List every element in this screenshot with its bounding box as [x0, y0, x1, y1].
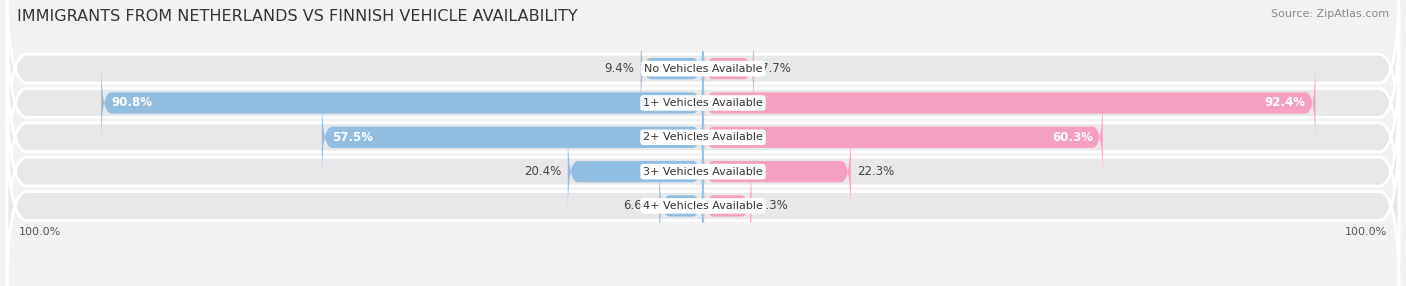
FancyBboxPatch shape	[7, 0, 1399, 157]
Text: 3+ Vehicles Available: 3+ Vehicles Available	[643, 167, 763, 176]
FancyBboxPatch shape	[7, 14, 1399, 192]
FancyBboxPatch shape	[641, 28, 703, 110]
Text: 7.3%: 7.3%	[758, 199, 787, 212]
FancyBboxPatch shape	[568, 131, 703, 212]
Text: Source: ZipAtlas.com: Source: ZipAtlas.com	[1271, 9, 1389, 19]
Text: 1+ Vehicles Available: 1+ Vehicles Available	[643, 98, 763, 108]
FancyBboxPatch shape	[659, 165, 703, 247]
FancyBboxPatch shape	[7, 49, 1399, 226]
Text: 92.4%: 92.4%	[1264, 96, 1306, 110]
Text: 90.8%: 90.8%	[111, 96, 152, 110]
Text: 20.4%: 20.4%	[524, 165, 561, 178]
Legend: Immigrants from Netherlands, Finnish: Immigrants from Netherlands, Finnish	[568, 284, 838, 286]
Text: IMMIGRANTS FROM NETHERLANDS VS FINNISH VEHICLE AVAILABILITY: IMMIGRANTS FROM NETHERLANDS VS FINNISH V…	[17, 9, 578, 23]
FancyBboxPatch shape	[703, 165, 751, 247]
Text: 2+ Vehicles Available: 2+ Vehicles Available	[643, 132, 763, 142]
Text: 22.3%: 22.3%	[858, 165, 894, 178]
FancyBboxPatch shape	[7, 117, 1399, 286]
FancyBboxPatch shape	[703, 96, 1102, 178]
Text: 4+ Vehicles Available: 4+ Vehicles Available	[643, 201, 763, 211]
Text: 60.3%: 60.3%	[1052, 131, 1092, 144]
Text: 9.4%: 9.4%	[605, 62, 634, 75]
Text: 57.5%: 57.5%	[332, 131, 373, 144]
FancyBboxPatch shape	[7, 83, 1399, 260]
FancyBboxPatch shape	[322, 96, 703, 178]
FancyBboxPatch shape	[703, 131, 851, 212]
Text: 6.6%: 6.6%	[623, 199, 652, 212]
FancyBboxPatch shape	[703, 28, 754, 110]
FancyBboxPatch shape	[101, 62, 703, 144]
FancyBboxPatch shape	[703, 62, 1316, 144]
Text: 7.7%: 7.7%	[761, 62, 790, 75]
Text: No Vehicles Available: No Vehicles Available	[644, 64, 762, 74]
